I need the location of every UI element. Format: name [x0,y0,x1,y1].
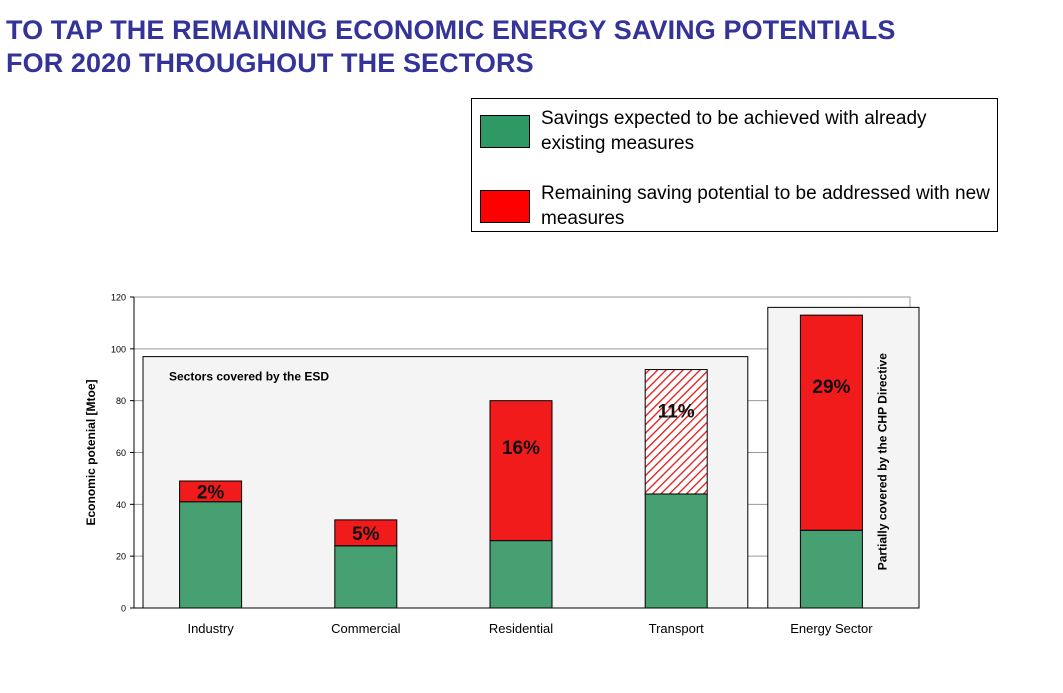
bar-existing-residential [489,540,553,609]
title-line-2: FOR 2020 THROUGHOUT THE SECTORS [6,48,534,78]
y-tick-label-20: 20 [116,552,126,562]
y-tick-label-40: 40 [116,500,126,510]
bar-remaining-energy-sector [799,314,863,531]
legend: Savings expected to be achieved with alr… [471,98,998,232]
bar-remaining-industry [179,480,243,503]
legend-label-new-measures: Remaining saving potential to be address… [541,183,990,229]
x-tick-label-commercial: Commercial [331,621,400,636]
segment-label-residential: 16% [502,438,540,459]
y-tick-label-100: 100 [111,344,126,354]
segment-label-energy-sector: 29% [812,377,850,398]
page-title: TO TAP THE REMAINING ECONOMIC ENERGY SAV… [6,14,895,80]
y-tick-label-60: 60 [116,448,126,458]
x-tick-label-residential: Residential [489,621,553,636]
segment-label-commercial: 5% [352,524,380,545]
legend-swatch-green [480,115,530,148]
bar-existing-transport [644,493,708,609]
bar-remaining-residential [489,400,553,542]
bar-existing-industry [179,501,243,609]
legend-item-existing-measures: Savings expected to be achieved with alr… [480,106,991,156]
x-tick-label-transport: Transport [649,621,705,636]
y-tick-label-120: 120 [111,293,126,303]
segment-label-industry: 2% [197,482,225,503]
segment-label-transport: 11% [658,402,695,423]
stacked-bar-chart: Sectors covered by the ESD Partially cove… [84,293,920,636]
bar-remaining-transport [644,369,708,495]
legend-swatch-red [480,190,530,223]
chp-coverage-label: Partially covered by the CHP Directive [875,353,889,571]
x-tick-label-energy-sector: Energy Sector [790,621,873,636]
legend-label-existing-measures: Savings expected to be achieved with alr… [541,108,927,154]
title-line-1: TO TAP THE REMAINING ECONOMIC ENERGY SAV… [6,15,896,45]
esd-coverage-label: Sectors covered by the ESD [169,370,329,384]
y-tick-label-80: 80 [116,396,126,406]
legend-item-new-measures: Remaining saving potential to be address… [480,181,991,231]
y-tick-label-0: 0 [121,604,126,614]
x-tick-label-industry: Industry [187,621,234,636]
bar-remaining-commercial [334,519,398,547]
bar-existing-energy-sector [799,529,863,609]
bar-existing-commercial [334,545,398,609]
y-axis-label: Economic potenial [Mtoe] [84,379,98,525]
